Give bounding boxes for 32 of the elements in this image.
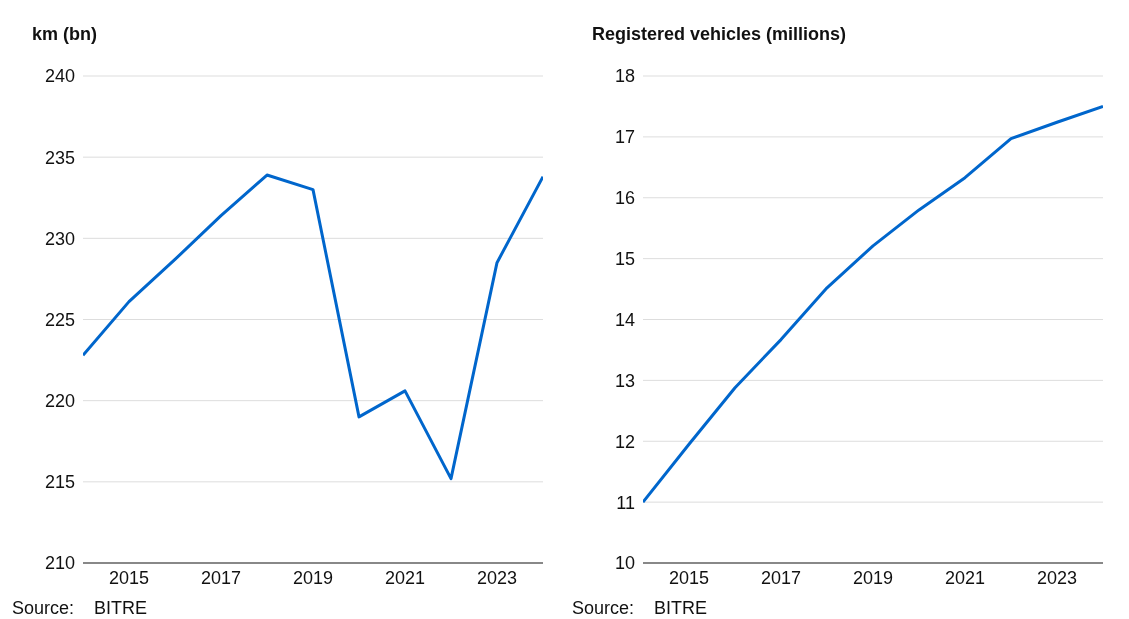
y-axis-title: km (bn) — [32, 24, 97, 45]
y-tick-label: 11 — [616, 492, 635, 513]
y-tick-label: 17 — [614, 127, 635, 148]
y-tick-label: 18 — [614, 66, 635, 87]
y-tick-label: 13 — [614, 370, 635, 391]
source-note: Source: BITRE — [12, 598, 148, 619]
y-tick-label: 230 — [44, 228, 75, 249]
x-tick-label: 2019 — [292, 567, 334, 588]
line-series — [83, 173, 543, 481]
y-tick-label: 15 — [614, 249, 635, 270]
x-tick-label: 2015 — [668, 567, 710, 588]
x-tick-label: 2021 — [944, 567, 986, 588]
x-tick-label: 2017 — [760, 567, 802, 588]
y-tick-label: 220 — [44, 391, 75, 412]
y-tick-label: 12 — [614, 431, 635, 452]
y-tick-label: 235 — [44, 147, 75, 168]
y-tick-label: 215 — [44, 472, 75, 493]
x-tick-label: 2015 — [108, 567, 150, 588]
line-series — [643, 104, 1103, 504]
y-tick-label: 10 — [614, 553, 635, 574]
x-tick-label: 2023 — [476, 567, 518, 588]
x-tick-label: 2021 — [384, 567, 426, 588]
y-tick-label: 14 — [614, 309, 635, 330]
x-tick-label: 2023 — [1036, 567, 1078, 588]
y-tick-label: 225 — [44, 309, 75, 330]
x-tick-label: 2017 — [200, 567, 242, 588]
y-tick-label: 240 — [44, 66, 75, 87]
y-axis-title: Registered vehicles (millions) — [592, 24, 847, 45]
y-tick-label: 210 — [44, 553, 75, 574]
y-tick-label: 16 — [614, 188, 635, 209]
x-tick-label: 2019 — [852, 567, 894, 588]
source-note: Source: BITRE — [572, 598, 708, 619]
